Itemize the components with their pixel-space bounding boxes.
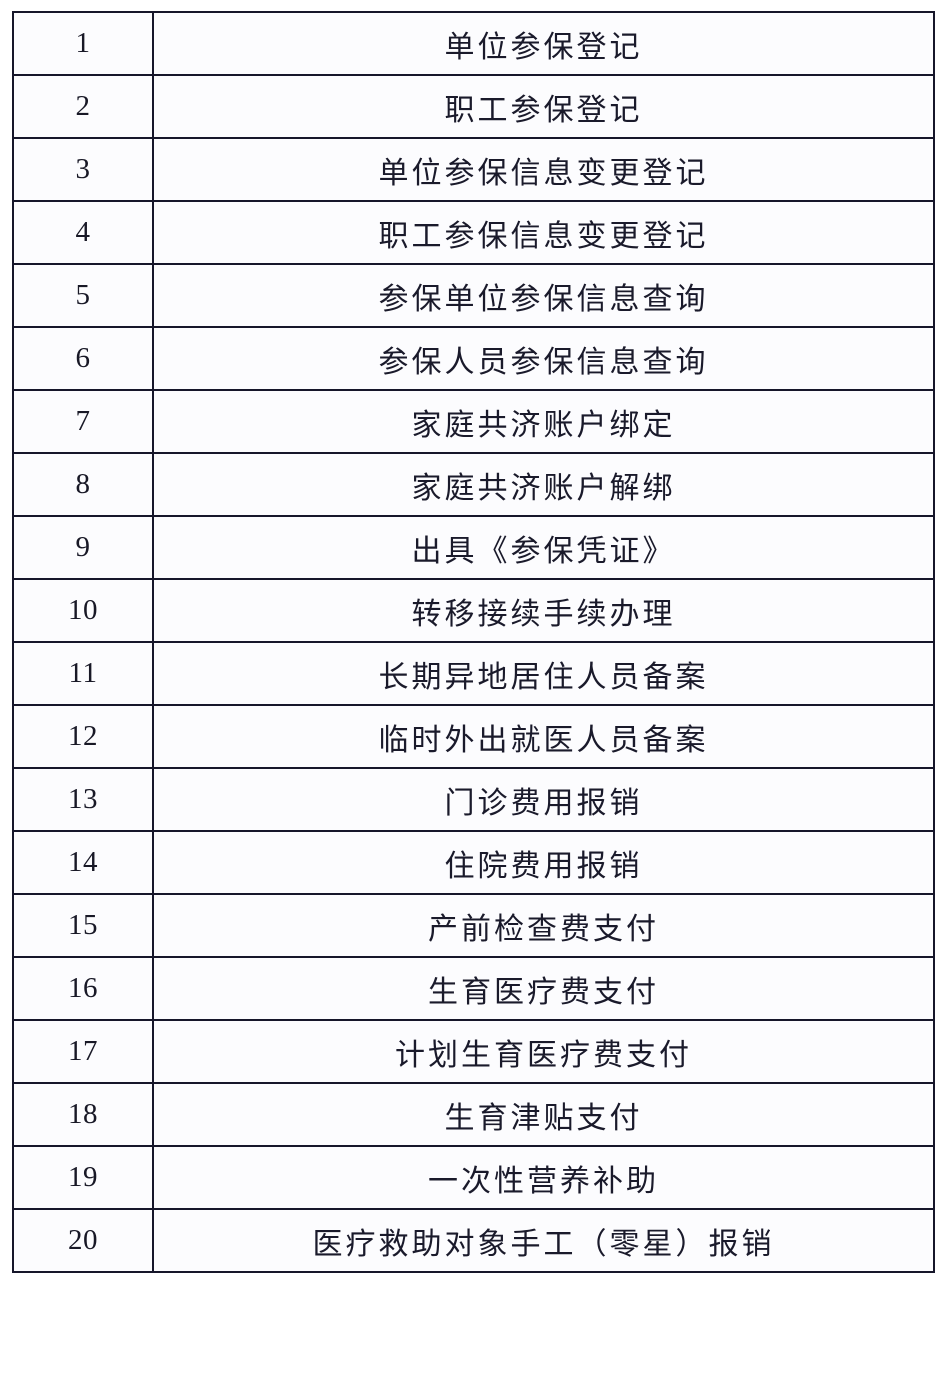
row-index-cell: 19	[12, 1145, 154, 1210]
service-items-table: 1 单位参保登记 2 职工参保登记 3 单位参保信息变更登记 4 职工参保信息变更登记 5 参保单…	[12, 11, 935, 1273]
row-index-cell: 16	[12, 956, 154, 1021]
table-row: 20 医疗救助对象手工（零星）报销	[12, 1208, 935, 1273]
table-row: 14 住院费用报销	[12, 830, 935, 895]
table-row: 17 计划生育医疗费支付	[12, 1019, 935, 1084]
table-row: 5 参保单位参保信息查询	[12, 263, 935, 328]
row-index-cell: 3	[12, 137, 154, 202]
row-index-cell: 9	[12, 515, 154, 580]
table-row: 19 一次性营养补助	[12, 1145, 935, 1210]
row-index-cell: 1	[12, 11, 154, 76]
service-item-name-cell: 住院费用报销	[152, 830, 935, 895]
row-index-cell: 10	[12, 578, 154, 643]
service-item-name-cell: 家庭共济账户绑定	[152, 389, 935, 454]
service-item-name-cell: 门诊费用报销	[152, 767, 935, 832]
row-index-cell: 5	[12, 263, 154, 328]
table-row: 12 临时外出就医人员备案	[12, 704, 935, 769]
service-item-name-cell: 单位参保信息变更登记	[152, 137, 935, 202]
service-item-name-cell: 转移接续手续办理	[152, 578, 935, 643]
table-row: 9 出具《参保凭证》	[12, 515, 935, 580]
service-item-name-cell: 单位参保登记	[152, 11, 935, 76]
service-item-name-cell: 职工参保登记	[152, 74, 935, 139]
table-row: 10 转移接续手续办理	[12, 578, 935, 643]
table-row: 1 单位参保登记	[12, 11, 935, 76]
row-index-cell: 8	[12, 452, 154, 517]
table-row: 11 长期异地居住人员备案	[12, 641, 935, 706]
table-row: 16 生育医疗费支付	[12, 956, 935, 1021]
row-index-cell: 18	[12, 1082, 154, 1147]
service-item-name-cell: 生育津贴支付	[152, 1082, 935, 1147]
row-index-cell: 6	[12, 326, 154, 391]
table-row: 6 参保人员参保信息查询	[12, 326, 935, 391]
service-item-name-cell: 医疗救助对象手工（零星）报销	[152, 1208, 935, 1273]
service-item-name-cell: 临时外出就医人员备案	[152, 704, 935, 769]
table-body: 1 单位参保登记 2 职工参保登记 3 单位参保信息变更登记 4 职工参保信息变更登记 5 参保单…	[12, 11, 935, 1273]
service-item-name-cell: 职工参保信息变更登记	[152, 200, 935, 265]
service-item-name-cell: 参保单位参保信息查询	[152, 263, 935, 328]
table-row: 13 门诊费用报销	[12, 767, 935, 832]
row-index-cell: 20	[12, 1208, 154, 1273]
service-item-name-cell: 出具《参保凭证》	[152, 515, 935, 580]
row-index-cell: 12	[12, 704, 154, 769]
service-item-name-cell: 计划生育医疗费支付	[152, 1019, 935, 1084]
table-row: 15 产前检查费支付	[12, 893, 935, 958]
row-index-cell: 13	[12, 767, 154, 832]
table-row: 8 家庭共济账户解绑	[12, 452, 935, 517]
service-item-name-cell: 家庭共济账户解绑	[152, 452, 935, 517]
table-row: 7 家庭共济账户绑定	[12, 389, 935, 454]
table-row: 4 职工参保信息变更登记	[12, 200, 935, 265]
row-index-cell: 7	[12, 389, 154, 454]
service-item-name-cell: 一次性营养补助	[152, 1145, 935, 1210]
table-row: 18 生育津贴支付	[12, 1082, 935, 1147]
table-row: 3 单位参保信息变更登记	[12, 137, 935, 202]
row-index-cell: 11	[12, 641, 154, 706]
row-index-cell: 4	[12, 200, 154, 265]
row-index-cell: 2	[12, 74, 154, 139]
row-index-cell: 17	[12, 1019, 154, 1084]
service-item-name-cell: 生育医疗费支付	[152, 956, 935, 1021]
table-row: 2 职工参保登记	[12, 74, 935, 139]
service-item-name-cell: 参保人员参保信息查询	[152, 326, 935, 391]
row-index-cell: 15	[12, 893, 154, 958]
service-item-name-cell: 长期异地居住人员备案	[152, 641, 935, 706]
row-index-cell: 14	[12, 830, 154, 895]
service-item-name-cell: 产前检查费支付	[152, 893, 935, 958]
